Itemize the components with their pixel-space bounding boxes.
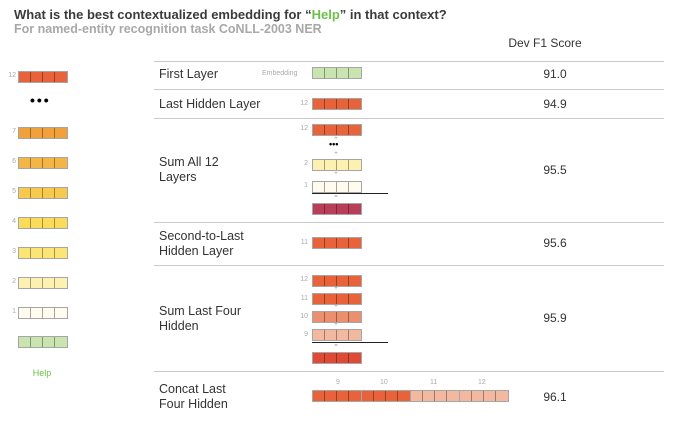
sum-ellipsis: ••• [329,139,339,149]
vector-layer-12 [312,124,362,136]
plus-sign: + [334,151,338,157]
vector-sum-all [312,203,362,215]
stack-label-4: 4 [12,218,16,225]
plus-sign: + [334,286,338,292]
layer-tag: 2 [304,160,308,167]
stack-vector-7 [18,127,68,139]
divider [154,265,664,266]
stack-label-1: 1 [12,308,16,315]
score-sum-last-four: 95.9 [543,311,567,325]
stack-label-3: 3 [12,248,16,255]
divider [154,61,664,62]
layer-tag: 9 [304,331,308,338]
plus-sign: + [334,322,338,328]
stack-word-help: Help [32,368,52,378]
plus-sign: + [334,171,338,177]
stack-label-12: 12 [8,72,16,79]
layer-tag: 12 [300,276,308,283]
vector-layer-12 [312,275,362,287]
stack-label-6: 6 [12,158,16,165]
layer-tag: 12 [300,125,308,132]
stack-label-7: 7 [12,128,16,135]
row-label-concat-last-four: Concat Last Four Hidden [159,382,228,411]
layer-tag: 12 [300,100,308,107]
stack-label-5: 5 [12,188,16,195]
page-title: What is the best contextualized embeddin… [14,7,447,22]
layer-tag: 9 [336,379,340,386]
vector-layer-9 [312,390,362,402]
row-label-last-hidden: Last Hidden Layer [159,97,261,111]
stack-vector-embedding [18,336,68,348]
vector-layer-2 [312,159,362,171]
divider [154,371,664,372]
layer-tag: 10 [380,379,388,386]
vector-layer-11 [411,390,460,402]
highlight-word: Help [311,7,340,22]
stack-vector-2 [18,277,68,289]
plus-sign: + [334,304,338,310]
vector-sum-four [312,352,362,364]
sum-line [312,342,388,343]
equals-sign: = [334,194,338,200]
layer-tag: 12 [478,379,486,386]
score-sum-all: 95.5 [543,163,567,177]
vector-layer-11 [312,293,362,305]
divider [154,118,664,119]
layer-tag: 10 [300,313,308,320]
page-subtitle: For named-entity recognition task CoNLL-… [14,22,322,36]
stack-ellipsis: ••• [30,92,51,108]
divider [154,222,664,223]
stack-label-2: 2 [12,278,16,285]
stack-vector-4 [18,217,68,229]
vector-layer-11 [312,237,362,249]
vector-embedding [312,67,362,79]
row-label-first-layer: First Layer [159,67,219,81]
sum-line [312,193,388,194]
stack-vector-6 [18,157,68,169]
row-label-sum-all: Sum All 12 Layers [159,155,219,184]
stack-vector-1 [18,307,68,319]
score-second-to-last: 95.6 [543,236,567,250]
layer-tag: 11 [300,295,308,302]
vector-concat [312,390,509,402]
plus-sign: + [334,136,338,142]
vector-layer-12 [460,390,509,402]
score-last-hidden: 94.9 [543,97,567,111]
score-column-header: Dev F1 Score [508,36,582,50]
score-first-layer: 91.0 [543,67,567,81]
stack-vector-12 [18,71,68,83]
stack-vector-5 [18,187,68,199]
vector-layer-10 [312,311,362,323]
vector-layer-9 [312,329,362,341]
layer-tag: 11 [300,239,308,246]
row-label-second-to-last: Second-to-Last Hidden Layer [159,229,244,258]
layer-tag: 11 [430,379,438,386]
vector-layer-10 [362,390,411,402]
layer-tag: 1 [304,182,308,189]
score-concat-last-four: 96.1 [543,390,567,404]
stack-vector-3 [18,247,68,259]
divider [154,89,664,90]
equals-sign: = [334,343,338,349]
vector-layer-1 [312,181,362,193]
row-label-sum-last-four: Sum Last Four Hidden [159,304,241,333]
embedding-tag: Embedding [262,70,298,77]
vector-layer-12 [312,98,362,110]
